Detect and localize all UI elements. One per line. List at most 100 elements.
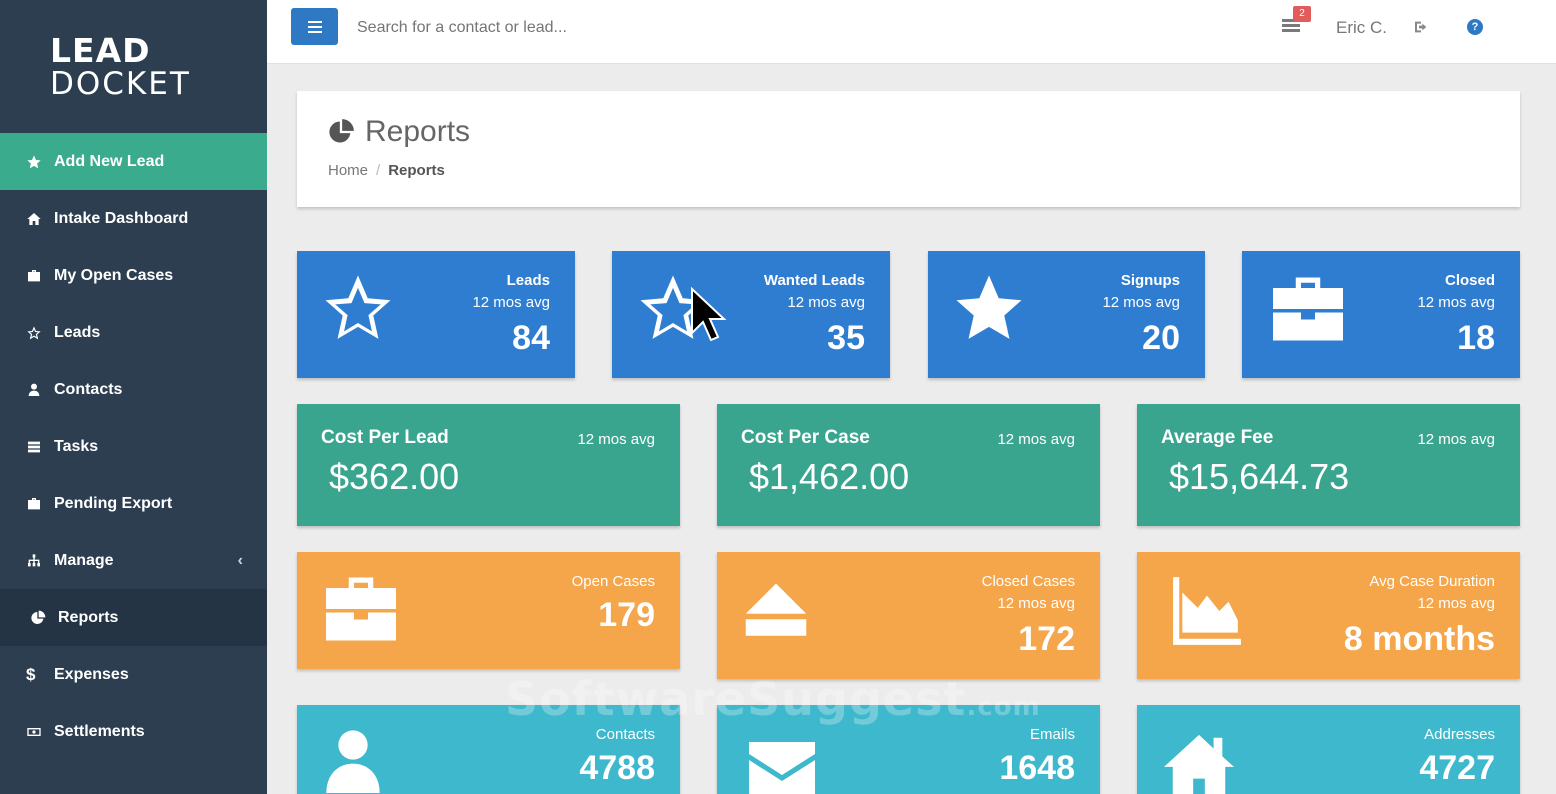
tile-title: Average Fee: [1161, 427, 1274, 448]
sidebar-item-expenses[interactable]: $ Expenses: [0, 646, 267, 703]
money-icon: [26, 724, 46, 740]
sidebar-item-label: Settlements: [54, 722, 145, 740]
home-icon: [26, 211, 46, 227]
sidebar: LEAD DOCKET Add New Lead Intake Dashboar…: [0, 0, 267, 794]
sidebar-item-add-new-lead[interactable]: Add New Lead: [0, 133, 267, 190]
sidebar-item-label: Manage: [54, 551, 114, 569]
sidebar-item-settlements[interactable]: Settlements: [0, 703, 267, 760]
envelope-icon: [741, 733, 823, 794]
stat-tile-open-cases[interactable]: Open Cases 179: [297, 552, 680, 669]
page-header-card: Reports Home / Reports: [297, 91, 1520, 207]
tile-subtitle: 12 mos avg: [577, 431, 655, 448]
stat-tile-addresses[interactable]: Addresses 4727: [1137, 705, 1520, 794]
sidebar-item-leads[interactable]: Leads: [0, 304, 267, 361]
star-outline-icon: [26, 325, 46, 341]
tile-subtitle: 12 mos avg: [1417, 431, 1495, 448]
tile-title: Cost Per Case: [741, 427, 870, 448]
user-icon: [26, 382, 46, 398]
stat-tile-leads[interactable]: Leads 12 mos avg 84: [297, 251, 575, 378]
sidebar-item-label: Add New Lead: [54, 152, 165, 170]
watermark-main: SoftwareSuggest: [505, 672, 967, 726]
watermark: SoftwareSuggest.com: [505, 672, 1041, 726]
sidebar-item-pending-export[interactable]: Pending Export: [0, 475, 267, 532]
logo-line-1: LEAD: [50, 30, 151, 70]
tile-subtitle: 12 mos avg: [1417, 595, 1495, 612]
breadcrumb-separator: /: [376, 162, 381, 179]
breadcrumb-home-link[interactable]: Home: [328, 162, 369, 179]
stat-tile-avg-case-duration[interactable]: Avg Case Duration 12 mos avg 8 months: [1137, 552, 1520, 679]
sidebar-item-label: Tasks: [54, 437, 99, 455]
briefcase-icon: [319, 567, 403, 656]
sidebar-item-intake-dashboard[interactable]: Intake Dashboard: [0, 190, 267, 247]
tile-subtitle: 12 mos avg: [997, 595, 1075, 612]
sidebar-item-label: Intake Dashboard: [54, 209, 189, 227]
notifications-icon[interactable]: [1282, 17, 1304, 37]
tile-subtitle: 12 mos avg: [1102, 294, 1180, 311]
topbar: 2 Eric C. ?: [267, 0, 1556, 64]
sidebar-item-reports[interactable]: Reports: [0, 589, 267, 646]
tile-subtitle: 12 mos avg: [997, 431, 1075, 448]
user-name[interactable]: Eric C.: [1336, 18, 1387, 37]
sidebar-item-label: Contacts: [54, 380, 123, 398]
stat-tile-closed-cases[interactable]: Closed Cases 12 mos avg 172: [717, 552, 1100, 679]
tile-value: 84: [512, 319, 550, 357]
briefcase-icon: [26, 268, 46, 284]
tile-title: Cost Per Lead: [321, 427, 449, 448]
sitemap-icon: [26, 553, 46, 569]
notification-count-badge[interactable]: 2: [1293, 6, 1311, 22]
stat-tile-cost-per-lead[interactable]: Cost Per Lead 12 mos avg $362.00: [297, 404, 680, 526]
tile-value: 179: [598, 596, 655, 634]
sidebar-item-label: Pending Export: [54, 494, 173, 512]
tile-value: 8 months: [1343, 620, 1495, 658]
area-chart-icon: [1159, 574, 1255, 653]
stat-tile-closed[interactable]: Closed 12 mos avg 18: [1242, 251, 1520, 378]
help-icon[interactable]: ?: [1467, 19, 1483, 35]
pie-chart-icon: [30, 610, 50, 626]
sidebar-item-contacts[interactable]: Contacts: [0, 361, 267, 418]
stat-tile-emails[interactable]: Emails 1648: [717, 705, 1100, 794]
tile-subtitle: 12 mos avg: [472, 294, 550, 311]
tile-value: $362.00: [329, 456, 460, 497]
tile-subtitle: 12 mos avg: [1417, 294, 1495, 311]
sidebar-item-label: Reports: [58, 608, 119, 626]
menu-toggle-button[interactable]: [291, 8, 338, 45]
breadcrumb-current: Reports: [388, 162, 445, 179]
chevron-left-icon[interactable]: ‹: [237, 551, 243, 569]
search-input[interactable]: [357, 14, 857, 42]
page-title: Reports: [327, 115, 470, 149]
sidebar-item-my-open-cases[interactable]: My Open Cases: [0, 247, 267, 304]
stat-tile-average-fee[interactable]: Average Fee 12 mos avg $15,644.73: [1137, 404, 1520, 526]
page-title-text: Reports: [365, 115, 471, 148]
breadcrumb: Home / Reports: [328, 162, 445, 179]
tile-title: Contacts: [595, 726, 655, 743]
eject-icon: [739, 578, 813, 649]
dollar-icon: $: [26, 664, 36, 684]
tile-value: 20: [1142, 319, 1180, 357]
tile-value: 172: [1018, 620, 1075, 658]
briefcase-icon: [26, 496, 46, 512]
home-icon: [1161, 729, 1237, 794]
tile-value: 35: [827, 319, 865, 357]
tile-title: Signups: [1120, 272, 1180, 289]
stat-tile-signups[interactable]: Signups 12 mos avg 20: [928, 251, 1205, 378]
stat-tile-cost-per-case[interactable]: Cost Per Case 12 mos avg $1,462.00: [717, 404, 1100, 526]
stat-tile-wanted-leads[interactable]: Wanted Leads 12 mos avg 35: [612, 251, 890, 378]
tile-title: Closed Cases: [981, 573, 1075, 590]
tile-value: 4727: [1419, 749, 1495, 787]
sidebar-item-tasks[interactable]: Tasks: [0, 418, 267, 475]
star-icon: [950, 269, 1028, 352]
tasks-icon: [26, 439, 46, 455]
star-icon: [26, 154, 46, 170]
star-outline-icon: [319, 269, 397, 352]
logout-icon[interactable]: [1413, 19, 1429, 40]
user-icon: [321, 725, 385, 794]
pie-chart-icon: [329, 119, 354, 143]
tile-title: Addresses: [1424, 726, 1495, 743]
sidebar-item-label: Expenses: [54, 665, 129, 683]
lead-docket-logo[interactable]: LEAD DOCKET: [0, 0, 267, 133]
stat-tile-contacts[interactable]: Contacts 4788: [297, 705, 680, 794]
tile-title: Closed: [1444, 272, 1495, 289]
tile-title: Open Cases: [571, 573, 655, 590]
tile-title: Avg Case Duration: [1369, 573, 1495, 590]
sidebar-item-manage[interactable]: Manage ‹: [0, 532, 267, 589]
